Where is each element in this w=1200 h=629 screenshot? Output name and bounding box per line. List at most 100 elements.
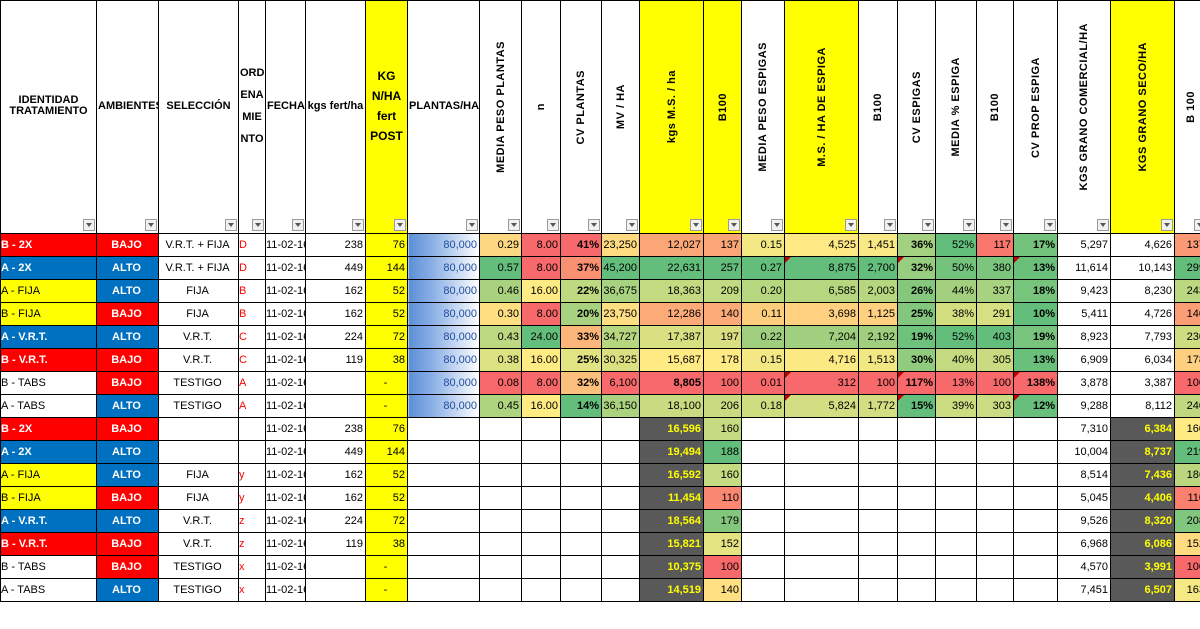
cell-kgs-fert-ha[interactable]: 449 bbox=[305, 440, 366, 464]
cell-b100-grano[interactable]: 110 bbox=[1174, 486, 1200, 510]
cell-n[interactable] bbox=[521, 532, 561, 556]
filter-dropdown-icon[interactable] bbox=[252, 219, 264, 231]
filter-dropdown-icon[interactable] bbox=[83, 219, 95, 231]
cell-media-peso-plantas[interactable]: 0.57 bbox=[479, 256, 522, 280]
cell-kgs-grano-comercial[interactable]: 9,288 bbox=[1057, 394, 1111, 418]
cell-cv-espigas[interactable] bbox=[897, 532, 936, 556]
cell-b100-espiga[interactable]: 2,003 bbox=[858, 279, 898, 303]
cell-kgs-grano-comercial[interactable]: 7,451 bbox=[1057, 578, 1111, 602]
cell-identidad-tratamiento[interactable]: A - FIJA bbox=[0, 463, 97, 487]
cell-mv-ha[interactable]: 36,150 bbox=[601, 394, 640, 418]
cell-fecha[interactable]: 11-02-16 bbox=[265, 532, 306, 556]
cell-media-peso-espigas[interactable] bbox=[741, 417, 785, 441]
cell-b100-espiga[interactable]: 2,192 bbox=[858, 325, 898, 349]
cell-cv-espigas[interactable]: 30% bbox=[897, 348, 936, 372]
cell-kgs-grano-comercial[interactable]: 9,526 bbox=[1057, 509, 1111, 533]
cell-seleccion[interactable]: TESTIGO bbox=[158, 371, 239, 395]
cell-ordenamiento[interactable]: D bbox=[238, 233, 266, 257]
cell-media-peso-espigas[interactable] bbox=[741, 532, 785, 556]
cell-identidad-tratamiento[interactable]: A - V.R.T. bbox=[0, 509, 97, 533]
cell-ms-ha-espiga[interactable] bbox=[784, 578, 859, 602]
cell-kgs-grano-comercial[interactable]: 8,514 bbox=[1057, 463, 1111, 487]
cell-media-peso-plantas[interactable]: 0.43 bbox=[479, 325, 522, 349]
cell-media-peso-espigas[interactable] bbox=[741, 486, 785, 510]
cell-cv-prop-espiga[interactable] bbox=[1013, 532, 1058, 556]
cell-kgs-ms-ha[interactable]: 12,286 bbox=[639, 302, 704, 326]
cell-plantas-ha[interactable]: 80,000 bbox=[407, 256, 480, 280]
cell-plantas-ha[interactable]: 80,000 bbox=[407, 394, 480, 418]
filter-dropdown-icon[interactable] bbox=[963, 219, 975, 231]
cell-kgs-ms-ha[interactable]: 18,100 bbox=[639, 394, 704, 418]
cell-fecha[interactable]: 11-02-16 bbox=[265, 394, 306, 418]
cell-mv-ha[interactable] bbox=[601, 509, 640, 533]
cell-fecha[interactable]: 11-02-16 bbox=[265, 256, 306, 280]
cell-kgs-fert-ha[interactable] bbox=[305, 371, 366, 395]
cell-kgs-fert-ha[interactable] bbox=[305, 394, 366, 418]
filter-dropdown-icon[interactable] bbox=[922, 219, 934, 231]
cell-n[interactable]: 8.00 bbox=[521, 256, 561, 280]
cell-cv-espigas[interactable]: 15% bbox=[897, 394, 936, 418]
cell-seleccion[interactable]: FIJA bbox=[158, 463, 239, 487]
cell-fecha[interactable]: 11-02-16 bbox=[265, 417, 306, 441]
cell-media-peso-espigas[interactable]: 0.22 bbox=[741, 325, 785, 349]
filter-dropdown-icon[interactable] bbox=[1044, 219, 1056, 231]
cell-b100-plantas[interactable]: 197 bbox=[703, 325, 742, 349]
cell-seleccion[interactable] bbox=[158, 440, 239, 464]
cell-kgs-grano-seco[interactable]: 3,991 bbox=[1110, 555, 1175, 579]
cell-kg-n-ha-fert-post[interactable]: 52 bbox=[365, 486, 408, 510]
cell-media-pct-espiga[interactable]: 44% bbox=[935, 279, 977, 303]
cell-b100-plantas[interactable]: 100 bbox=[703, 555, 742, 579]
cell-media-pct-espiga[interactable]: 52% bbox=[935, 325, 977, 349]
cell-media-peso-plantas[interactable] bbox=[479, 486, 522, 510]
cell-cv-espigas[interactable]: 25% bbox=[897, 302, 936, 326]
cell-media-pct-espiga[interactable] bbox=[935, 532, 977, 556]
cell-n[interactable] bbox=[521, 486, 561, 510]
cell-media-peso-espigas[interactable] bbox=[741, 509, 785, 533]
cell-b100-espiga[interactable]: 1,125 bbox=[858, 302, 898, 326]
cell-ms-ha-espiga[interactable] bbox=[784, 555, 859, 579]
cell-cv-plantas[interactable] bbox=[560, 440, 602, 464]
cell-kgs-ms-ha[interactable]: 19,494 bbox=[639, 440, 704, 464]
cell-media-peso-plantas[interactable] bbox=[479, 509, 522, 533]
cell-kgs-ms-ha[interactable]: 22,631 bbox=[639, 256, 704, 280]
cell-b100-grano[interactable]: 186 bbox=[1174, 463, 1200, 487]
cell-kg-n-ha-fert-post[interactable]: 38 bbox=[365, 532, 408, 556]
cell-n[interactable] bbox=[521, 440, 561, 464]
cell-kgs-grano-seco[interactable]: 10,143 bbox=[1110, 256, 1175, 280]
cell-kgs-fert-ha[interactable]: 162 bbox=[305, 279, 366, 303]
filter-dropdown-icon[interactable] bbox=[690, 219, 702, 231]
cell-cv-prop-espiga[interactable]: 138% bbox=[1013, 371, 1058, 395]
cell-plantas-ha[interactable]: 80,000 bbox=[407, 325, 480, 349]
cell-cv-espigas[interactable] bbox=[897, 509, 936, 533]
cell-media-pct-espiga[interactable]: 52% bbox=[935, 233, 977, 257]
cell-kgs-grano-seco[interactable]: 3,387 bbox=[1110, 371, 1175, 395]
cell-kgs-grano-comercial[interactable]: 10,004 bbox=[1057, 440, 1111, 464]
cell-media-peso-plantas[interactable]: 0.29 bbox=[479, 233, 522, 257]
cell-b100-pct-espiga[interactable] bbox=[976, 417, 1014, 441]
filter-dropdown-icon[interactable] bbox=[547, 219, 559, 231]
cell-kgs-grano-comercial[interactable]: 5,045 bbox=[1057, 486, 1111, 510]
cell-seleccion[interactable]: FIJA bbox=[158, 279, 239, 303]
cell-media-peso-plantas[interactable]: 0.46 bbox=[479, 279, 522, 303]
cell-mv-ha[interactable] bbox=[601, 440, 640, 464]
cell-mv-ha[interactable]: 30,325 bbox=[601, 348, 640, 372]
cell-ambientes[interactable]: BAJO bbox=[96, 486, 159, 510]
cell-b100-pct-espiga[interactable] bbox=[976, 463, 1014, 487]
cell-cv-plantas[interactable] bbox=[560, 578, 602, 602]
cell-kgs-grano-seco[interactable]: 4,406 bbox=[1110, 486, 1175, 510]
cell-ordenamiento[interactable]: B bbox=[238, 302, 266, 326]
cell-kgs-grano-comercial[interactable]: 3,878 bbox=[1057, 371, 1111, 395]
cell-cv-prop-espiga[interactable]: 18% bbox=[1013, 279, 1058, 303]
cell-identidad-tratamiento[interactable]: A - 2X bbox=[0, 256, 97, 280]
cell-mv-ha[interactable]: 6,100 bbox=[601, 371, 640, 395]
cell-cv-prop-espiga[interactable]: 17% bbox=[1013, 233, 1058, 257]
filter-dropdown-icon[interactable] bbox=[225, 219, 237, 231]
cell-ambientes[interactable]: ALTO bbox=[96, 279, 159, 303]
cell-seleccion[interactable] bbox=[158, 417, 239, 441]
cell-fecha[interactable]: 11-02-16 bbox=[265, 233, 306, 257]
filter-dropdown-icon[interactable] bbox=[508, 219, 520, 231]
cell-identidad-tratamiento[interactable]: A - V.R.T. bbox=[0, 325, 97, 349]
cell-identidad-tratamiento[interactable]: B - V.R.T. bbox=[0, 532, 97, 556]
cell-mv-ha[interactable]: 36,675 bbox=[601, 279, 640, 303]
cell-cv-espigas[interactable] bbox=[897, 578, 936, 602]
